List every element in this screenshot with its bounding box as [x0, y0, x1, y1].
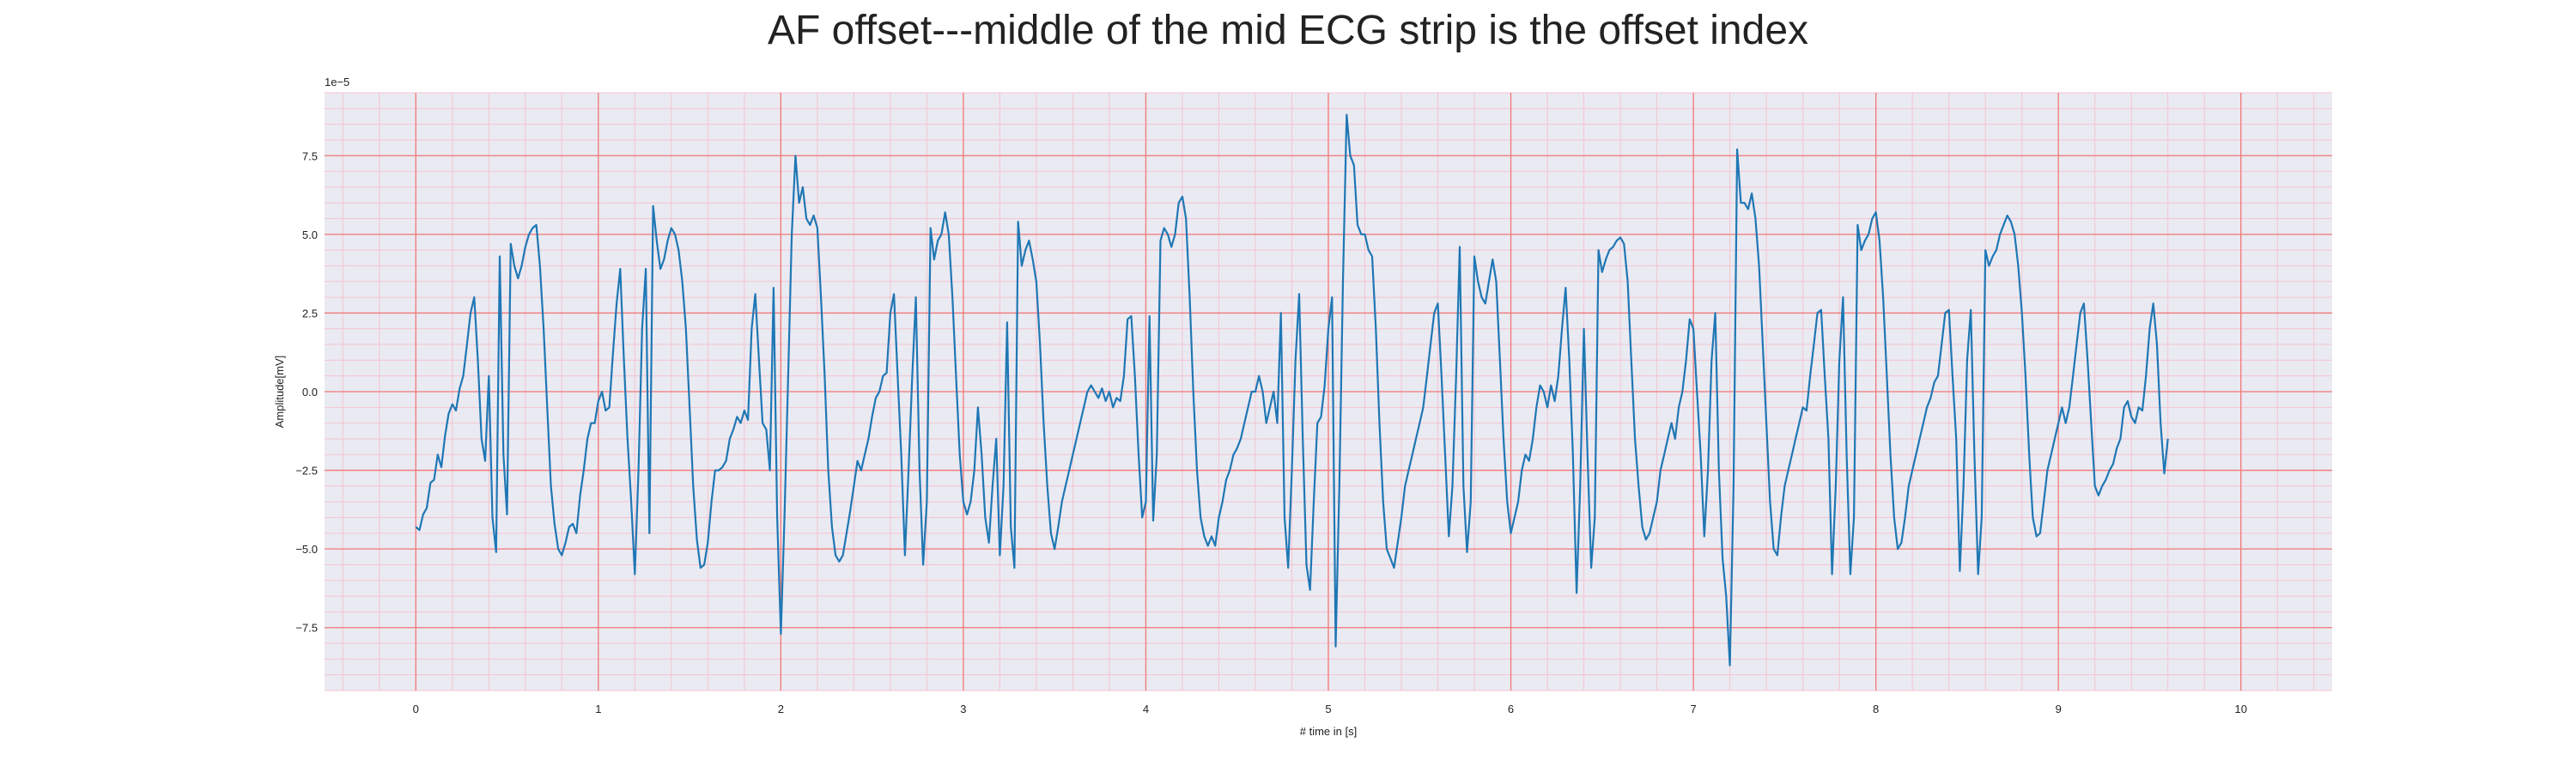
x-axis-ticks: 0 1 2 3 4 5 6 7 8 9 10	[413, 703, 2247, 715]
y-tick-label: 0.0	[302, 386, 318, 399]
x-tick-label: 5	[1325, 703, 1331, 715]
x-tick-label: 4	[1143, 703, 1149, 715]
y-axis-label: Amplitude[mV]	[273, 356, 286, 429]
x-tick-label: 1	[595, 703, 601, 715]
major-grid	[325, 93, 2332, 691]
y-tick-label: 2.5	[302, 307, 318, 320]
x-tick-label: 0	[413, 703, 419, 715]
y-tick-label: −5.0	[295, 543, 318, 556]
x-tick-label: 8	[1873, 703, 1879, 715]
y-tick-label: −7.5	[295, 622, 318, 635]
y-tick-label: −2.5	[295, 465, 318, 478]
y-tick-label: 5.0	[302, 228, 318, 241]
ecg-series-line	[415, 113, 2169, 666]
x-tick-label: 7	[1690, 703, 1696, 715]
x-tick-label: 6	[1508, 703, 1514, 715]
chart-title: AF offset---middle of the mid ECG strip …	[767, 8, 1809, 53]
x-tick-label: 2	[778, 703, 784, 715]
x-tick-label: 9	[2056, 703, 2062, 715]
x-axis-label: # time in [s]	[1300, 725, 1357, 738]
y-tick-label: 7.5	[302, 149, 318, 162]
y-scale-label: 1e−5	[325, 76, 349, 88]
x-tick-label: 10	[2234, 703, 2246, 715]
x-tick-label: 3	[960, 703, 966, 715]
y-axis-ticks: −7.5 −5.0 −2.5 0.0 2.5 5.0 7.5	[295, 149, 318, 634]
